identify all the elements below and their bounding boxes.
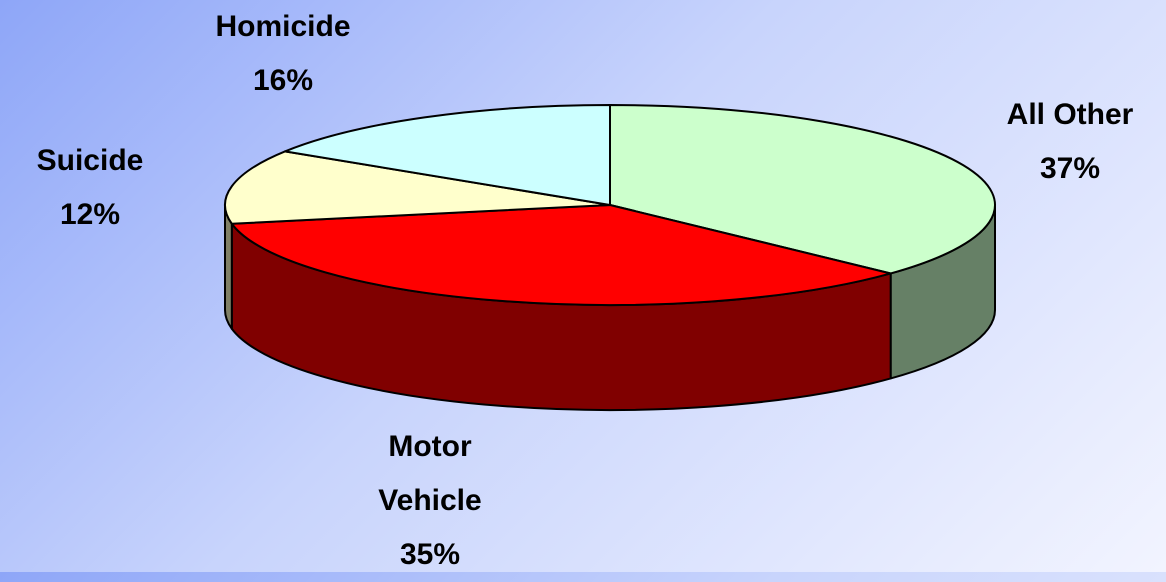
value-label: 16% bbox=[252, 64, 314, 97]
slice bbox=[230, 204, 892, 306]
slice bbox=[224, 150, 611, 225]
value-label: 37% bbox=[1039, 152, 1101, 185]
slice bbox=[609, 104, 996, 275]
category-label: Homicide bbox=[215, 10, 351, 43]
slice-label: Suicide 12% bbox=[0, 134, 190, 242]
category-label: Suicide bbox=[36, 144, 144, 177]
slice-label: Motor Vehicle 35% bbox=[355, 420, 505, 582]
category-label: All Other bbox=[1006, 98, 1134, 131]
value-label: 35% bbox=[399, 538, 461, 571]
category-label: Motor Vehicle bbox=[378, 430, 482, 517]
value-label: 12% bbox=[59, 198, 121, 231]
slice-label: All Other 37% bbox=[970, 88, 1166, 196]
slice-label: Homicide 16% bbox=[163, 0, 403, 108]
slice bbox=[283, 104, 611, 206]
